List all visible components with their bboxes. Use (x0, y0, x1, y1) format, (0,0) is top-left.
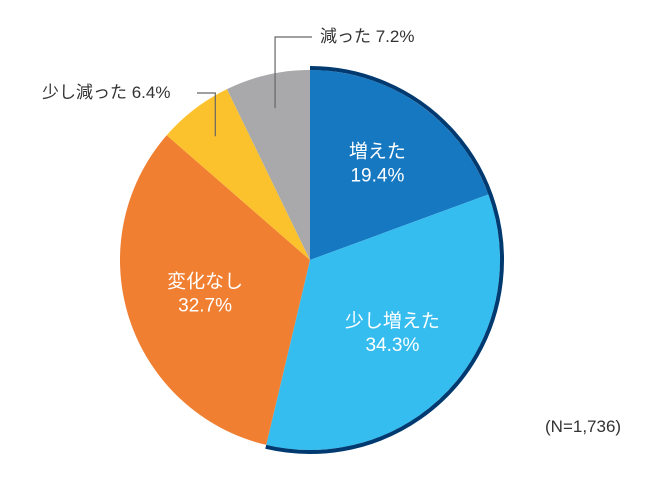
slice-label-increased: 増えた (349, 140, 406, 162)
callout-slightly_decreased: 少し減った 6.4% (42, 83, 170, 102)
slice-pct-increased: 19.4% (350, 165, 404, 186)
pie-chart-svg: 増えた 19.4% 少し増えた 34.3% 変化なし 32.7% 少し減った 6.4% 減った… (0, 0, 645, 500)
sample-size-label: (N=1,736) (545, 417, 621, 436)
slice-label-no_change: 変化なし (167, 271, 243, 293)
slice-label-slightly_increased: 少し増えた (345, 310, 440, 332)
slice-pct-no_change: 32.7% (178, 296, 232, 317)
callout-decreased: 減った 7.2% (320, 27, 414, 46)
pie-chart-container: 増えた 19.4% 少し増えた 34.3% 変化なし 32.7% 少し減った 6.4% 減った… (0, 0, 645, 500)
slice-pct-slightly_increased: 34.3% (365, 335, 419, 356)
